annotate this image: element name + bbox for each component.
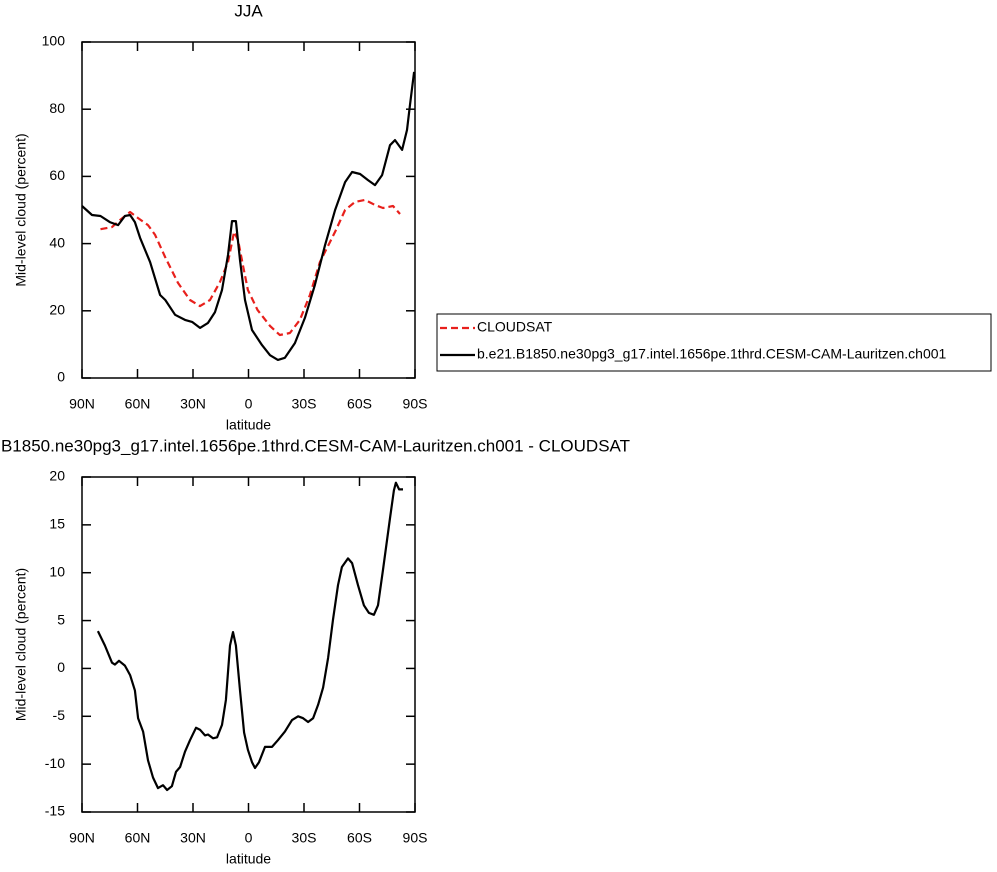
x-tick-label: 30N: [180, 830, 206, 846]
y-tick-label: 100: [42, 33, 66, 49]
x-tick-label: 30N: [180, 396, 206, 412]
x-tick-label: 60N: [125, 396, 151, 412]
y-tick-label: 5: [57, 611, 65, 627]
legend-label: CLOUDSAT: [477, 319, 553, 335]
data-line: [81, 71, 416, 361]
x-tick-label: 90N: [69, 396, 95, 412]
plot-frame: [81, 41, 416, 379]
x-tick-label: 90S: [403, 396, 428, 412]
y-axis-label: Mid-level cloud (percent): [13, 568, 29, 721]
x-tick-label: 90S: [403, 830, 428, 846]
x-axis-label: latitude: [226, 851, 271, 867]
data-line: [100, 198, 401, 337]
y-tick-label: 10: [49, 563, 65, 579]
plot-frame: [81, 476, 416, 813]
chart-title: JJA: [234, 1, 263, 20]
x-tick-label: 0: [245, 396, 253, 412]
y-tick-label: 60: [49, 167, 65, 183]
chart-title: b.e21.B1850.ne30pg3_g17.intel.1656pe.1th…: [0, 436, 630, 455]
y-tick-label: -15: [45, 803, 65, 819]
legend-label: b.e21.B1850.ne30pg3_g17.intel.1656pe.1th…: [477, 346, 947, 362]
y-tick-label: -5: [53, 707, 66, 723]
data-line: [96, 481, 403, 792]
x-tick-label: 60S: [347, 830, 372, 846]
y-tick-label: 20: [49, 302, 65, 318]
y-tick-label: -10: [45, 755, 65, 771]
y-tick-label: 0: [57, 369, 65, 385]
x-axis-label: latitude: [226, 417, 271, 433]
y-axis-label: Mid-level cloud (percent): [13, 133, 29, 286]
x-tick-label: 90N: [69, 830, 95, 846]
y-tick-label: 80: [49, 100, 65, 116]
legend-box: [436, 313, 992, 372]
x-tick-label: 60N: [125, 830, 151, 846]
x-tick-label: 0: [245, 830, 253, 846]
y-tick-label: 40: [49, 234, 65, 250]
y-tick-label: 20: [49, 468, 65, 484]
x-tick-label: 30S: [292, 396, 317, 412]
x-tick-label: 30S: [292, 830, 317, 846]
y-tick-label: 15: [49, 516, 65, 532]
x-tick-label: 60S: [347, 396, 372, 412]
y-tick-label: 0: [57, 659, 65, 675]
